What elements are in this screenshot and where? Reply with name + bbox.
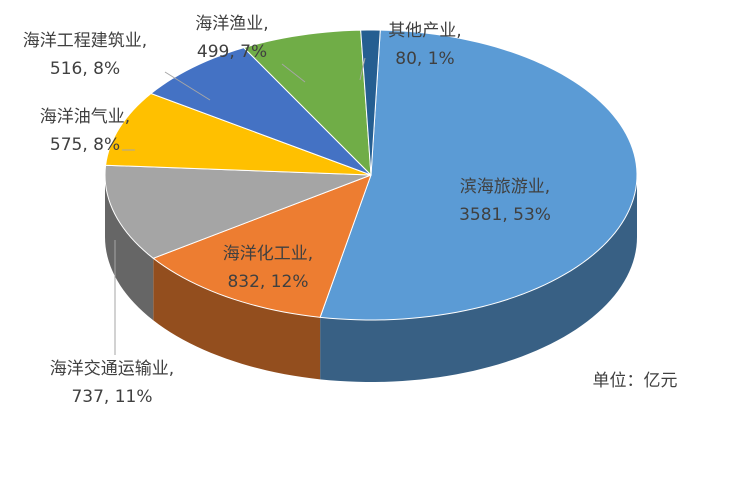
slice-side <box>153 258 321 380</box>
slice <box>152 174 372 318</box>
leader-line <box>281 63 306 83</box>
value-label: 516, 8% <box>50 59 120 79</box>
category-label: 其他产业, <box>388 21 461 41</box>
leader-line <box>359 57 366 81</box>
slice <box>360 29 381 176</box>
slice <box>319 29 638 321</box>
value-label: 832, 12% <box>227 272 308 292</box>
value-label: 499, 7% <box>197 42 267 62</box>
value-label: 3581, 53% <box>459 205 551 225</box>
value-label: 80, 1% <box>395 49 454 69</box>
slice <box>242 29 372 177</box>
category-label: 海洋油气业, <box>40 107 130 127</box>
category-label: 滨海旅游业, <box>460 177 550 197</box>
category-label: 海洋工程建筑业, <box>23 31 147 51</box>
slice <box>149 47 372 176</box>
slice-side <box>320 175 637 382</box>
category-label: 海洋渔业, <box>195 14 268 34</box>
category-label: 海洋化工业, <box>223 244 313 264</box>
slice <box>105 92 372 176</box>
slice-side <box>105 175 154 321</box>
value-label: 575, 8% <box>50 135 120 155</box>
unit-note: 单位：亿元 <box>593 371 678 391</box>
leader-line <box>164 71 211 101</box>
category-label: 海洋交通运输业, <box>50 359 174 379</box>
value-label: 737, 11% <box>71 387 152 407</box>
slice <box>104 164 372 259</box>
